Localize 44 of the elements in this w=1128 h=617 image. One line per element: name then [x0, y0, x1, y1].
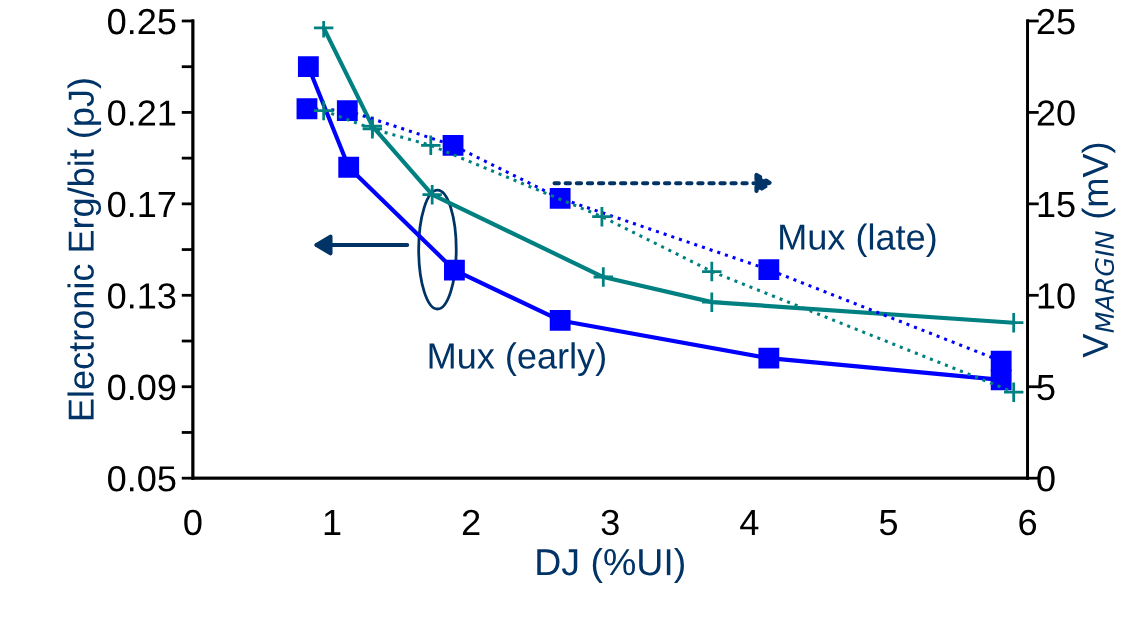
point — [296, 98, 318, 120]
y-tick-label: 0.09 — [108, 374, 176, 401]
y-tick-label: 0.25 — [108, 8, 176, 35]
y2-tick-label: 20 — [1037, 100, 1075, 126]
point — [444, 259, 465, 281]
y-tick-label: 0.05 — [108, 466, 176, 492]
y2-tick-label: 0 — [1037, 466, 1055, 492]
point — [592, 265, 615, 289]
point — [700, 291, 723, 314]
point — [419, 134, 442, 157]
annotation: Mux (early) — [429, 342, 605, 376]
point — [338, 156, 360, 178]
point — [312, 99, 335, 122]
point — [297, 56, 319, 78]
y-tick-label: 0.13 — [108, 283, 176, 309]
point — [758, 347, 780, 369]
y-axis-title: Electronic Erg/bit (pJ) — [67, 79, 102, 420]
x-tick-label: 4 — [740, 510, 759, 535]
point — [590, 205, 614, 228]
x-axis-title: DJ (%UI) — [537, 547, 684, 583]
y2-axis-title: V$_{MARGIN}$ (mV) — [1081, 143, 1116, 358]
y-tick-label: 0.21 — [108, 100, 176, 126]
x-tick-label: 3 — [601, 509, 619, 536]
point — [549, 187, 571, 209]
y2-tick-label: 25 — [1037, 8, 1075, 35]
point — [421, 183, 444, 206]
point — [990, 350, 1012, 372]
point — [700, 260, 723, 283]
x-tick-label: 1 — [324, 510, 341, 535]
point — [336, 100, 358, 122]
annotation: Mux (late) — [780, 223, 936, 258]
y2-tick-label: 5 — [1037, 374, 1055, 401]
x-tick-label: 6 — [1019, 509, 1037, 536]
x-tick-label: 2 — [462, 509, 480, 535]
point — [442, 134, 464, 156]
x-tick-label: 0 — [184, 509, 202, 536]
point — [312, 20, 335, 39]
y2-tick-label: 15 — [1038, 192, 1075, 218]
point — [1002, 381, 1025, 404]
y-tick-label: 0.17 — [108, 191, 176, 218]
x-tick-label: 5 — [879, 510, 898, 536]
y2-tick-label: 10 — [1038, 283, 1075, 309]
point — [758, 259, 780, 281]
point — [549, 310, 571, 331]
